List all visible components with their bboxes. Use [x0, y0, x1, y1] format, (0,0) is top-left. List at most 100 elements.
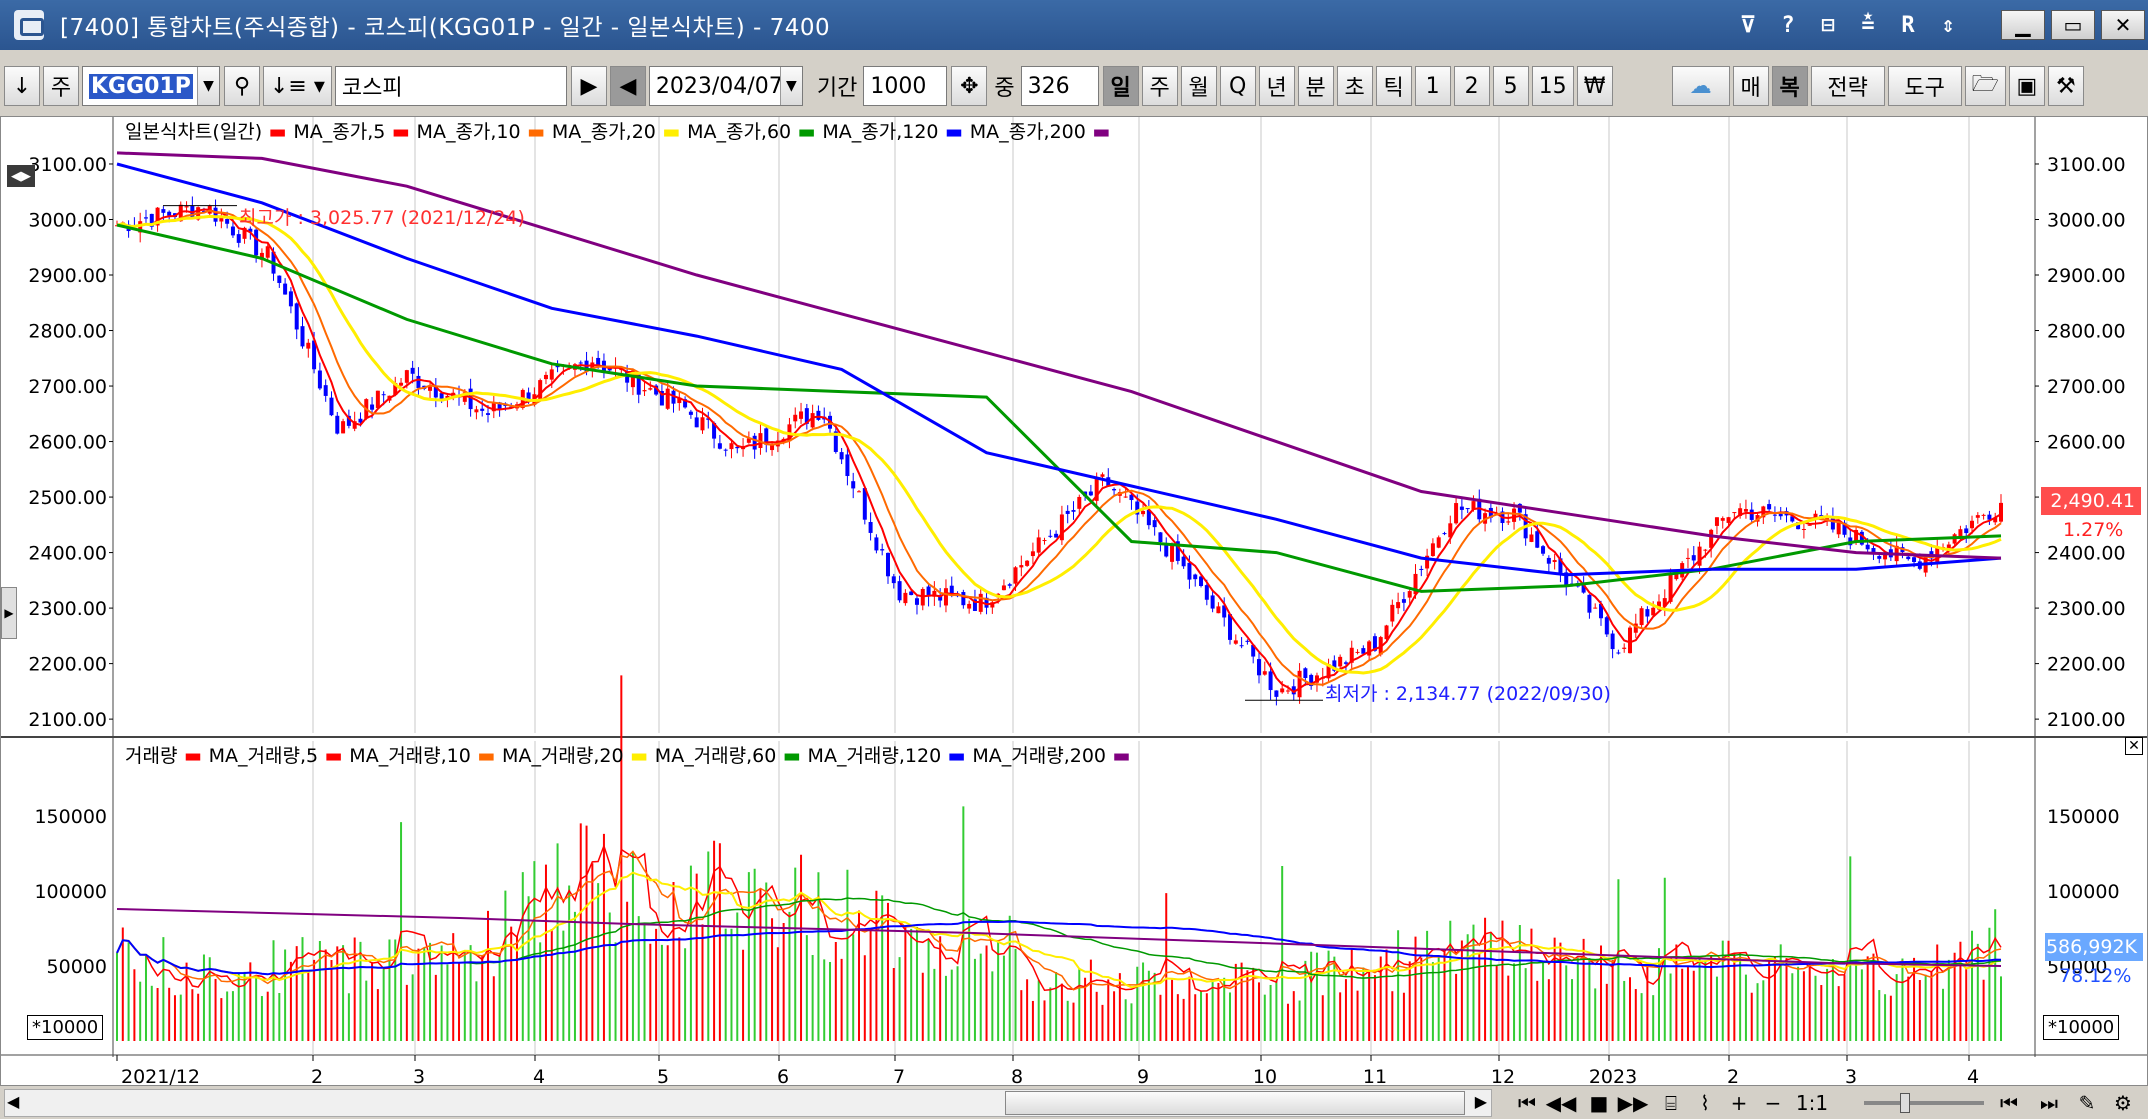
settings-icon[interactable]: ≛	[1861, 12, 1875, 38]
scroll-thumb[interactable]	[1005, 1091, 1465, 1115]
strategy-button[interactable]: 전략	[1810, 66, 1885, 106]
expand-icon[interactable]: ◀▶	[7, 165, 35, 187]
code-input[interactable]: KGG01P ▼	[82, 66, 220, 106]
candle-body	[804, 408, 809, 424]
r-button[interactable]: R	[1901, 12, 1915, 38]
candle-body	[857, 491, 862, 493]
go-last-icon[interactable]: ⏭	[2040, 1091, 2058, 1115]
ratio-icon[interactable]: 1:1	[1795, 1091, 1829, 1115]
mid-input[interactable]: 326	[1020, 66, 1099, 106]
grid-spin-icon[interactable]: ✥	[951, 66, 988, 106]
x-tick-label: 4	[533, 1066, 545, 1085]
prev-button[interactable]: ◀	[609, 66, 646, 106]
sort-icon[interactable]: ↓≡ ▾	[263, 66, 332, 106]
price-tick-left: 3100.00	[28, 154, 107, 176]
chart-svg[interactable]: 3100.00 3100.00 3000.00 3000.00 2900.00 2900.…	[1, 117, 2147, 1085]
edit-icon[interactable]: ✎	[2078, 1091, 2096, 1115]
tf-15[interactable]: 15	[1531, 66, 1574, 106]
multi-button[interactable]: 복	[1771, 66, 1808, 106]
candle-body	[914, 598, 919, 605]
candle-body	[1465, 508, 1470, 510]
candle-body	[1958, 529, 1963, 537]
down-arrow-button[interactable]: ↓	[4, 66, 40, 106]
candle-body	[1651, 607, 1656, 616]
price-tick-left: 3000.00	[28, 209, 107, 231]
close-button[interactable]: ✕	[2101, 10, 2145, 40]
candle-body	[1454, 503, 1459, 524]
candle-body	[1222, 605, 1227, 618]
zoom-slider[interactable]	[1864, 1101, 1984, 1105]
tf-second[interactable]: 초	[1336, 66, 1373, 106]
vlegend-ma5-label: MA_거래량,5	[208, 745, 319, 767]
scroll-right-icon[interactable]: ▶	[1474, 1092, 1487, 1111]
candle-body	[1871, 548, 1876, 552]
price-tick-right: 2400.00	[2047, 543, 2126, 565]
folder-icon[interactable]: 🗁	[1964, 66, 2006, 106]
tf-1[interactable]: 1	[1414, 66, 1451, 106]
tf-month[interactable]: 월	[1180, 66, 1217, 106]
zoom-in-icon[interactable]: +	[1730, 1091, 1748, 1115]
candle-body	[543, 374, 548, 380]
price-tick-right: 2200.00	[2047, 654, 2126, 676]
x-tick-label: 3	[413, 1066, 425, 1085]
maximize-button[interactable]: ▭	[2051, 10, 2095, 40]
date-field[interactable]: 2023/04/07 ▼	[648, 66, 803, 106]
layout-icon[interactable]: ⊟	[1821, 12, 1835, 38]
next-button[interactable]: ▶	[570, 66, 607, 106]
code-value: KGG01P	[89, 73, 193, 99]
date-dropdown-icon[interactable]: ▼	[779, 67, 802, 105]
buy-sell-button[interactable]: 매	[1732, 66, 1769, 106]
scroll-left-icon[interactable]: ◀	[7, 1092, 20, 1111]
nav-first-icon[interactable]: ⏮	[1518, 1091, 1536, 1115]
price-tick-left: 2500.00	[28, 487, 107, 509]
candle-body	[1256, 659, 1261, 676]
legend-ma60-label: MA_종가,60	[687, 121, 792, 143]
rewind-icon[interactable]: ◀◀	[1545, 1091, 1577, 1115]
tf-week[interactable]: 주	[1141, 66, 1178, 106]
zoom-out-icon[interactable]: −	[1764, 1091, 1782, 1115]
stock-type-button[interactable]: 주	[43, 66, 79, 106]
chart-type-icon[interactable]: ⌇	[1700, 1091, 1710, 1115]
last-volume-badge: 586,992K	[2045, 933, 2143, 961]
stock-name-field[interactable]: 코스피	[334, 66, 567, 106]
tf-won[interactable]: ₩	[1576, 66, 1613, 106]
close-pane-icon[interactable]: ✕	[2125, 737, 2143, 755]
horizontal-scrollbar[interactable]: ◀ ▶	[4, 1089, 1492, 1117]
chart-area[interactable]: 3100.00 3100.00 3000.00 3000.00 2900.00 2900.…	[0, 116, 2148, 1086]
wrench-icon[interactable]: ⚒	[2047, 66, 2084, 106]
pin-icon[interactable]: ⊽	[1739, 12, 1757, 38]
cloud-icon[interactable]: ☁	[1671, 66, 1730, 106]
vlegend-ma20-label: MA_거래량,20	[502, 745, 624, 767]
forward-icon[interactable]: ▶▶	[1617, 1091, 1649, 1115]
save-icon[interactable]: ▣	[2008, 66, 2045, 106]
candle-body	[1396, 602, 1401, 609]
side-panel-toggle[interactable]: ▶	[1, 587, 17, 639]
period-input[interactable]: 1000	[863, 66, 948, 106]
tf-day[interactable]: 일	[1102, 66, 1139, 106]
tf-quarter[interactable]: Q	[1219, 66, 1256, 106]
minimize-button[interactable]: ▁	[2001, 10, 2045, 40]
indicator-icon[interactable]: ⌸	[1665, 1091, 1677, 1115]
candle-body	[1645, 609, 1650, 617]
chevron-down-icon[interactable]: ▼	[197, 67, 219, 105]
tools-button[interactable]: 도구	[1887, 66, 1962, 106]
tf-2[interactable]: 2	[1453, 66, 1490, 106]
zoom-slider-thumb[interactable]	[1900, 1093, 1910, 1113]
tf-5[interactable]: 5	[1492, 66, 1529, 106]
candle-body	[1367, 641, 1372, 656]
candle-body	[149, 213, 154, 227]
tf-tick[interactable]: 틱	[1375, 66, 1412, 106]
vol-ma200-line	[116, 908, 2002, 967]
price-tick-left: 2600.00	[28, 432, 107, 454]
candle-body	[381, 394, 386, 396]
go-first-icon[interactable]: ⏮	[2000, 1091, 2018, 1115]
candle-body	[1616, 652, 1621, 654]
tf-year[interactable]: 년	[1258, 66, 1295, 106]
help-icon[interactable]: ?	[1781, 12, 1795, 38]
search-icon[interactable]: ⚲	[224, 66, 260, 106]
stop-icon[interactable]: ■	[1589, 1091, 1609, 1115]
legend-swatch: ▬	[776, 745, 808, 767]
settings-icon[interactable]: ⚙	[2114, 1091, 2132, 1115]
tf-minute[interactable]: 분	[1297, 66, 1334, 106]
resize-icon[interactable]: ⇕	[1941, 12, 1955, 38]
